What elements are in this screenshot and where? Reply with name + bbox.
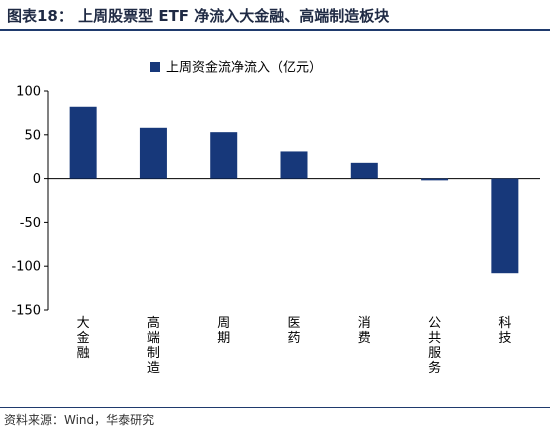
category-label: 公共服务 — [428, 316, 441, 376]
bar-chart: 100 50 0 -50 -100 -150 大金融 高端制造 周期 医药 消费 公共服务 科技 上周资金… — [11, 60, 540, 376]
y-tick-label: 50 — [24, 128, 41, 143]
title-rule — [0, 29, 550, 31]
category-label: 大金融 — [77, 316, 90, 361]
figure-title: 图表18： 上周股票型 ETF 净流入大金融、高端制造板块 — [7, 7, 390, 25]
legend-swatch — [150, 62, 160, 72]
category-label: 周期 — [217, 316, 230, 346]
figure-source: 资料来源：Wind，华泰研究 — [4, 413, 155, 427]
y-tick-label: 100 — [16, 85, 41, 100]
footer-rule — [0, 407, 550, 408]
bar-2 — [139, 127, 167, 179]
category-label: 高端制造 — [147, 315, 160, 376]
category-label: 科技 — [498, 316, 511, 346]
y-tick-label: 0 — [33, 172, 41, 187]
bar-3 — [210, 132, 238, 179]
figure-header: 图表18： 上周股票型 ETF 净流入大金融、高端制造板块 — [0, 0, 550, 30]
bar-1 — [69, 106, 97, 179]
y-tick-label: -50 — [20, 216, 41, 231]
y-tick-label: -150 — [11, 304, 41, 319]
legend-label: 上周资金流净流入（亿元） — [166, 60, 322, 76]
category-label: 医药 — [287, 316, 300, 346]
bar-7 — [491, 178, 519, 274]
bar-4 — [280, 151, 308, 179]
bar-6 — [421, 178, 449, 181]
y-tick-label: -100 — [11, 260, 41, 275]
category-label: 消费 — [358, 316, 371, 346]
bar-5 — [350, 162, 378, 179]
